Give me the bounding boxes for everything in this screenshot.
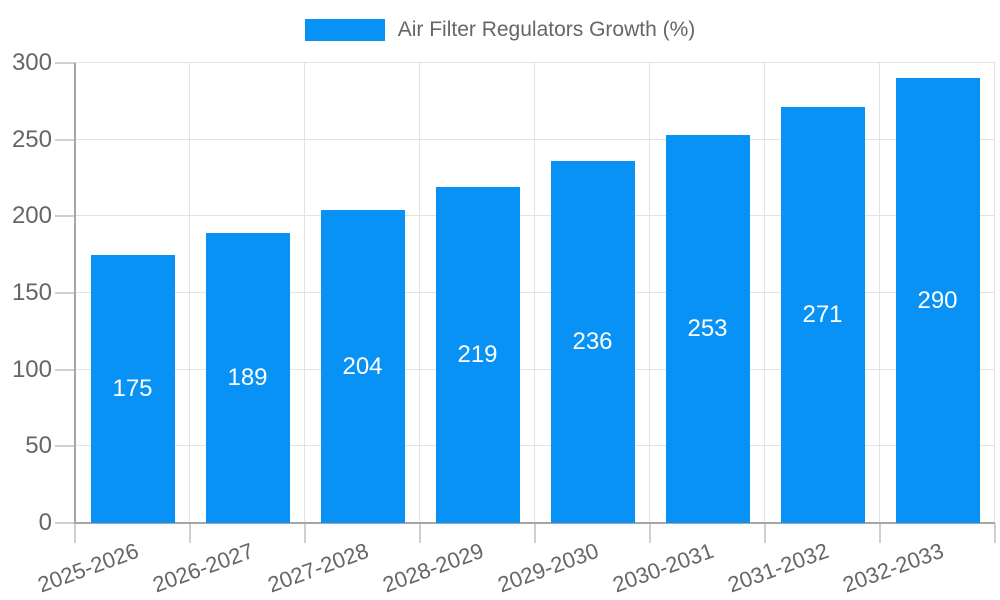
gridline-vertical <box>534 63 535 523</box>
bar[interactable] <box>780 107 865 523</box>
gridline-horizontal <box>75 215 995 217</box>
y-axis-label: 0 <box>38 509 52 536</box>
y-axis-tick <box>55 292 75 294</box>
bar[interactable] <box>205 233 290 523</box>
bar-value-label: 253 <box>687 315 728 343</box>
y-axis-tick <box>55 445 75 448</box>
gridline-horizontal <box>75 445 995 447</box>
y-axis-label: 100 <box>11 355 52 383</box>
y-axis-label: 300 <box>11 49 52 76</box>
x-axis-line <box>74 522 995 524</box>
gridline-horizontal <box>75 62 995 63</box>
bar[interactable] <box>550 161 635 523</box>
y-axis-label: 200 <box>11 202 52 230</box>
bar[interactable] <box>435 187 520 523</box>
legend-swatch-icon <box>304 19 385 41</box>
bar-value-label: 204 <box>342 352 383 380</box>
bar-value-label: 290 <box>917 286 958 314</box>
gridline-vertical <box>304 63 305 523</box>
bar-value-label: 175 <box>112 374 153 402</box>
y-axis-line <box>74 63 76 523</box>
bar[interactable] <box>665 135 750 523</box>
x-axis-tick <box>879 523 881 543</box>
gridline-horizontal <box>75 138 995 140</box>
gridline-vertical <box>189 63 190 523</box>
gridline-vertical <box>994 63 995 523</box>
x-axis-tick <box>649 523 651 543</box>
legend: Air Filter Regulators Growth (%) <box>0 18 1000 42</box>
bar-value-label: 189 <box>227 364 268 392</box>
y-axis-label: 250 <box>11 125 52 153</box>
bar-value-label: 236 <box>572 328 613 356</box>
bar-value-label: 219 <box>457 341 498 369</box>
gridline-horizontal <box>75 368 995 370</box>
gridline-vertical <box>649 63 650 523</box>
gridline-horizontal <box>75 292 995 293</box>
x-axis-tick <box>304 523 306 543</box>
y-axis-tick <box>55 62 75 64</box>
legend-item[interactable]: Air Filter Regulators Growth (%) <box>304 18 696 42</box>
y-axis-tick <box>55 215 75 218</box>
x-axis-tick <box>764 523 766 543</box>
gridline-vertical <box>879 63 880 523</box>
y-axis-label: 50 <box>25 432 52 460</box>
bar[interactable] <box>895 78 980 523</box>
y-axis-label: 150 <box>11 279 52 306</box>
y-axis-tick <box>55 138 75 141</box>
bar[interactable] <box>90 254 175 523</box>
bar-value-label: 271 <box>802 301 843 329</box>
gridline-vertical <box>419 63 420 523</box>
x-axis-tick <box>419 523 421 543</box>
gridline-vertical <box>764 63 765 523</box>
x-axis-tick <box>534 523 536 543</box>
x-axis-tick <box>189 523 191 543</box>
bar[interactable] <box>320 210 405 523</box>
x-axis-tick <box>994 523 996 543</box>
x-axis-tick <box>74 523 76 543</box>
y-axis-tick <box>55 522 75 524</box>
legend-label: Air Filter Regulators Growth (%) <box>397 18 696 41</box>
y-axis-tick <box>55 368 75 371</box>
